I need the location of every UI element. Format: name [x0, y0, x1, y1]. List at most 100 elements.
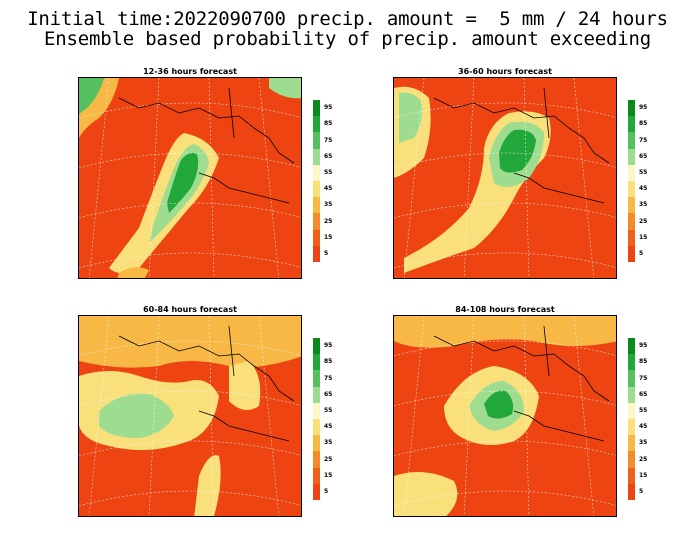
legend-label: 15 [639, 471, 648, 479]
legend-colorbar-4 [628, 338, 635, 501]
legend-swatch [628, 100, 635, 117]
legend-label: 5 [639, 249, 644, 257]
legend-3: 95 85 75 65 55 45 35 25 15 5 [313, 338, 345, 501]
legend-label: 75 [324, 136, 333, 144]
legend-swatch [628, 435, 635, 452]
legend-label: 45 [324, 423, 333, 431]
legend-swatch [628, 419, 635, 436]
map-panel-2 [393, 77, 617, 279]
precip-probability-map-2 [394, 78, 616, 278]
legend-label: 75 [639, 374, 648, 382]
precip-probability-map-1 [79, 78, 301, 278]
legend-swatch [628, 370, 635, 388]
legend-label: 95 [324, 342, 333, 350]
legend-label: 5 [324, 249, 329, 257]
legend-swatch [313, 245, 320, 263]
legend-swatch [628, 213, 635, 231]
map-panel-4 [393, 315, 617, 517]
legend-swatch [313, 419, 320, 436]
legend-swatch [628, 132, 635, 150]
legend-swatch [313, 402, 320, 420]
legend-label: 85 [324, 120, 333, 128]
legend-label: 25 [324, 217, 333, 225]
legend-label: 65 [639, 390, 648, 398]
legend-swatch [628, 402, 635, 420]
legend-swatch [313, 164, 320, 182]
legend-label: 25 [639, 455, 648, 463]
legend-label: 45 [639, 423, 648, 431]
legend-swatch [313, 148, 320, 166]
legend-label: 25 [639, 217, 648, 225]
legend-swatch [313, 100, 320, 117]
legend-label: 15 [324, 471, 333, 479]
legend-swatch [628, 245, 635, 263]
legend-swatch [313, 229, 320, 247]
legend-swatch [628, 164, 635, 182]
legend-swatch [628, 181, 635, 198]
legend-swatch [313, 435, 320, 452]
legend-swatch [628, 116, 635, 133]
legend-colorbar-3 [313, 338, 320, 501]
map-panel-3 [78, 315, 302, 517]
legend-label: 85 [639, 358, 648, 366]
legend-swatch [313, 467, 320, 485]
legend-label: 35 [324, 439, 333, 447]
legend-swatch [628, 467, 635, 485]
legend-swatch [313, 354, 320, 371]
legend-label: 55 [324, 406, 333, 414]
legend-swatch [313, 338, 320, 355]
legend-label: 75 [324, 374, 333, 382]
legend-label: 5 [639, 487, 644, 495]
legend-1: 95 85 75 65 55 45 35 25 15 5 [313, 100, 345, 263]
panel-title-4: 84-108 hours forecast [455, 305, 555, 314]
legend-label: 25 [324, 455, 333, 463]
legend-label: 65 [324, 390, 333, 398]
figure-title-line-2: Ensemble based probability of precip. am… [44, 28, 651, 50]
panel-title-2: 36-60 hours forecast [458, 67, 552, 76]
precip-probability-map-4 [394, 316, 616, 516]
legend-swatch [628, 386, 635, 404]
legend-colorbar-2 [628, 100, 635, 263]
legend-label: 55 [639, 406, 648, 414]
legend-colorbar-1 [313, 100, 320, 263]
legend-label: 15 [324, 233, 333, 241]
legend-swatch [628, 229, 635, 247]
legend-swatch [313, 116, 320, 133]
legend-swatch [313, 370, 320, 388]
legend-4: 95 85 75 65 55 45 35 25 15 5 [628, 338, 660, 501]
legend-swatch [628, 483, 635, 501]
legend-label: 35 [639, 439, 648, 447]
legend-label: 55 [639, 168, 648, 176]
legend-swatch [628, 197, 635, 214]
legend-label: 5 [324, 487, 329, 495]
precip-probability-map-3 [79, 316, 301, 516]
legend-swatch [313, 197, 320, 214]
legend-label: 55 [324, 168, 333, 176]
legend-label: 95 [639, 342, 648, 350]
panel-title-3: 60-84 hours forecast [143, 305, 237, 314]
legend-swatch [628, 354, 635, 371]
legend-label: 35 [639, 201, 648, 209]
legend-swatch [313, 181, 320, 198]
legend-label: 45 [324, 185, 333, 193]
legend-label: 35 [324, 201, 333, 209]
legend-label: 95 [324, 104, 333, 112]
legend-label: 45 [639, 185, 648, 193]
legend-swatch [628, 451, 635, 469]
legend-label: 65 [324, 152, 333, 160]
legend-label: 15 [639, 233, 648, 241]
legend-swatch [313, 451, 320, 469]
legend-2: 95 85 75 65 55 45 35 25 15 5 [628, 100, 660, 263]
legend-label: 65 [639, 152, 648, 160]
legend-label: 95 [639, 104, 648, 112]
legend-swatch [628, 148, 635, 166]
legend-label: 85 [324, 358, 333, 366]
figure-title-line-1: Initial time:2022090700 precip. amount =… [27, 8, 668, 30]
legend-swatch [628, 338, 635, 355]
legend-swatch [313, 213, 320, 231]
panel-title-1: 12-36 hours forecast [143, 67, 237, 76]
legend-label: 75 [639, 136, 648, 144]
legend-swatch [313, 483, 320, 501]
legend-swatch [313, 386, 320, 404]
legend-swatch [313, 132, 320, 150]
